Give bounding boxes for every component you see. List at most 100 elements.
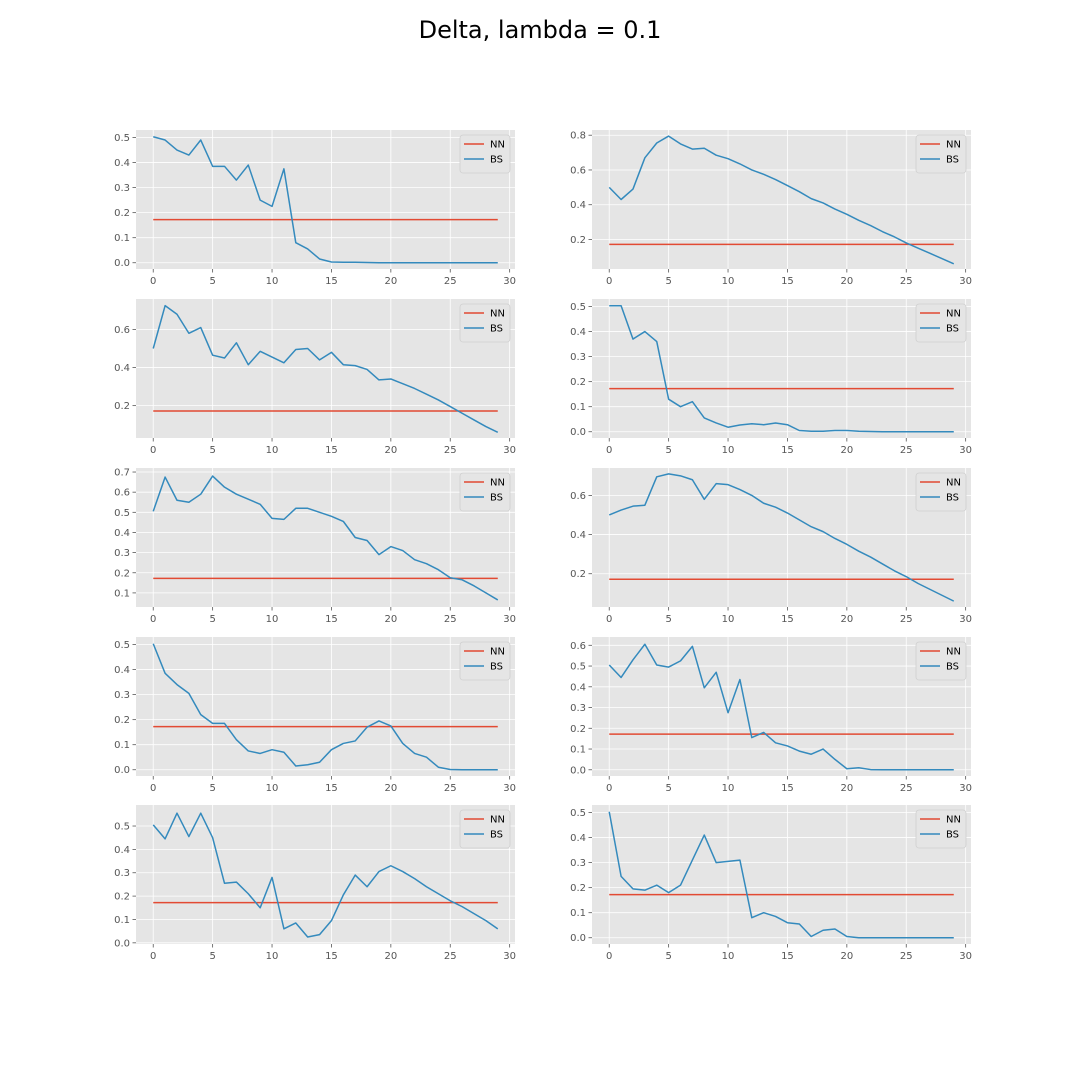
y-tick-label: 0.3 xyxy=(114,690,130,701)
x-tick-label: 10 xyxy=(722,614,735,625)
y-tick-label: 0.6 xyxy=(114,488,130,499)
x-tick-label: 30 xyxy=(503,276,516,287)
x-tick-label: 30 xyxy=(959,783,972,794)
legend-label-nn: NN xyxy=(490,647,505,658)
legend-label-bs: BS xyxy=(490,830,503,841)
y-tick-label: 0.2 xyxy=(570,569,586,580)
x-tick-label: 30 xyxy=(503,614,516,625)
subplot-3: 0 5 10 15 20 25 30 0.2 0.4 0.6 NN BS xyxy=(114,299,516,456)
x-tick-label: 10 xyxy=(266,614,279,625)
subplot-10: 0 5 10 15 20 25 30 0.0 0.1 0.2 0.3 0.4 0.5 NN BS xyxy=(570,805,972,962)
y-tick-label: 0.2 xyxy=(114,568,130,579)
x-tick-label: 0 xyxy=(150,614,156,625)
x-tick-label: 25 xyxy=(444,614,457,625)
x-tick-label: 0 xyxy=(606,783,612,794)
x-tick-label: 5 xyxy=(209,783,215,794)
x-tick-label: 25 xyxy=(444,276,457,287)
y-tick-label: 0.1 xyxy=(570,402,586,413)
y-tick-label: 0.3 xyxy=(570,858,586,869)
x-tick-label: 0 xyxy=(606,614,612,625)
x-tick-label: 15 xyxy=(325,783,338,794)
plot-area xyxy=(136,130,515,269)
x-tick-label: 0 xyxy=(150,951,156,962)
y-tick-label: 0.4 xyxy=(570,682,586,693)
x-tick-label: 10 xyxy=(266,783,279,794)
y-tick-label: 0.2 xyxy=(570,883,586,894)
x-tick-label: 25 xyxy=(444,783,457,794)
y-tick-label: 0.8 xyxy=(570,131,586,142)
y-tick-label: 0.7 xyxy=(114,468,130,479)
series-line-bs xyxy=(608,135,955,265)
y-tick-label: 0.0 xyxy=(570,765,586,776)
x-tick-label: 10 xyxy=(266,951,279,962)
y-tick-label: 0.4 xyxy=(114,528,130,539)
subplot-6: 0 5 10 15 20 25 30 0.2 0.4 0.6 NN BS xyxy=(570,468,972,625)
series-line-bs xyxy=(152,304,499,433)
y-tick-label: 0.1 xyxy=(114,740,130,751)
x-tick-label: 10 xyxy=(722,445,735,456)
x-tick-label: 20 xyxy=(384,445,397,456)
plot-area xyxy=(136,299,515,438)
legend-label-bs: BS xyxy=(946,493,959,504)
legend-label-bs: BS xyxy=(490,155,503,166)
y-tick-label: 0.1 xyxy=(570,745,586,756)
x-tick-label: 20 xyxy=(384,783,397,794)
x-tick-label: 30 xyxy=(503,951,516,962)
y-tick-label: 0.5 xyxy=(114,508,130,519)
plot-area xyxy=(592,637,971,776)
y-tick-label: 0.4 xyxy=(114,665,130,676)
y-tick-label: 0.0 xyxy=(570,427,586,438)
y-tick-label: 0.3 xyxy=(114,868,130,879)
x-tick-label: 20 xyxy=(840,614,853,625)
subplot-5: 0 5 10 15 20 25 30 0.1 0.2 0.3 0.4 0.5 0.6 0.7 NN BS xyxy=(114,468,516,625)
legend-label-nn: NN xyxy=(490,140,505,151)
x-tick-label: 5 xyxy=(209,614,215,625)
series-line-bs xyxy=(609,305,954,433)
y-tick-label: 0.2 xyxy=(570,724,586,735)
y-tick-label: 0.6 xyxy=(114,325,130,336)
series-line-bs xyxy=(152,475,499,601)
y-tick-label: 0.0 xyxy=(570,933,586,944)
x-tick-label: 30 xyxy=(503,445,516,456)
y-tick-label: 0.5 xyxy=(114,640,130,651)
x-tick-label: 5 xyxy=(665,276,671,287)
legend-label-bs: BS xyxy=(490,324,503,335)
x-tick-label: 30 xyxy=(503,783,516,794)
x-tick-label: 0 xyxy=(150,783,156,794)
legend-label-bs: BS xyxy=(946,830,959,841)
y-tick-label: 0.0 xyxy=(114,765,130,776)
y-tick-label: 0.6 xyxy=(570,165,586,176)
series-line-bs xyxy=(608,811,954,939)
legend-label-bs: BS xyxy=(946,155,959,166)
x-tick-label: 30 xyxy=(959,614,972,625)
x-tick-label: 20 xyxy=(384,951,397,962)
legend-label-nn: NN xyxy=(946,647,961,658)
x-tick-label: 0 xyxy=(606,276,612,287)
x-tick-label: 20 xyxy=(384,276,397,287)
y-tick-label: 0.3 xyxy=(570,352,586,363)
y-tick-label: 0.5 xyxy=(570,662,586,673)
plot-area xyxy=(136,805,515,944)
y-tick-label: 0.2 xyxy=(570,377,586,388)
series-line-bs xyxy=(152,812,499,938)
series-line-bs xyxy=(608,643,954,771)
plot-area xyxy=(592,299,971,438)
x-tick-label: 15 xyxy=(781,276,794,287)
y-tick-label: 0.4 xyxy=(570,200,586,211)
x-tick-label: 15 xyxy=(781,614,794,625)
x-tick-label: 20 xyxy=(840,783,853,794)
plot-area xyxy=(592,468,971,607)
x-tick-label: 30 xyxy=(959,445,972,456)
x-tick-label: 15 xyxy=(325,951,338,962)
x-tick-label: 15 xyxy=(325,614,338,625)
x-tick-label: 20 xyxy=(840,445,853,456)
series-line-bs xyxy=(152,643,498,771)
series-line-bs xyxy=(608,473,955,602)
x-tick-label: 10 xyxy=(266,445,279,456)
x-tick-label: 10 xyxy=(266,276,279,287)
y-tick-label: 0.1 xyxy=(114,233,130,244)
x-tick-label: 25 xyxy=(900,783,913,794)
y-tick-label: 0.4 xyxy=(114,845,130,856)
x-tick-label: 5 xyxy=(665,783,671,794)
x-tick-label: 25 xyxy=(900,276,913,287)
